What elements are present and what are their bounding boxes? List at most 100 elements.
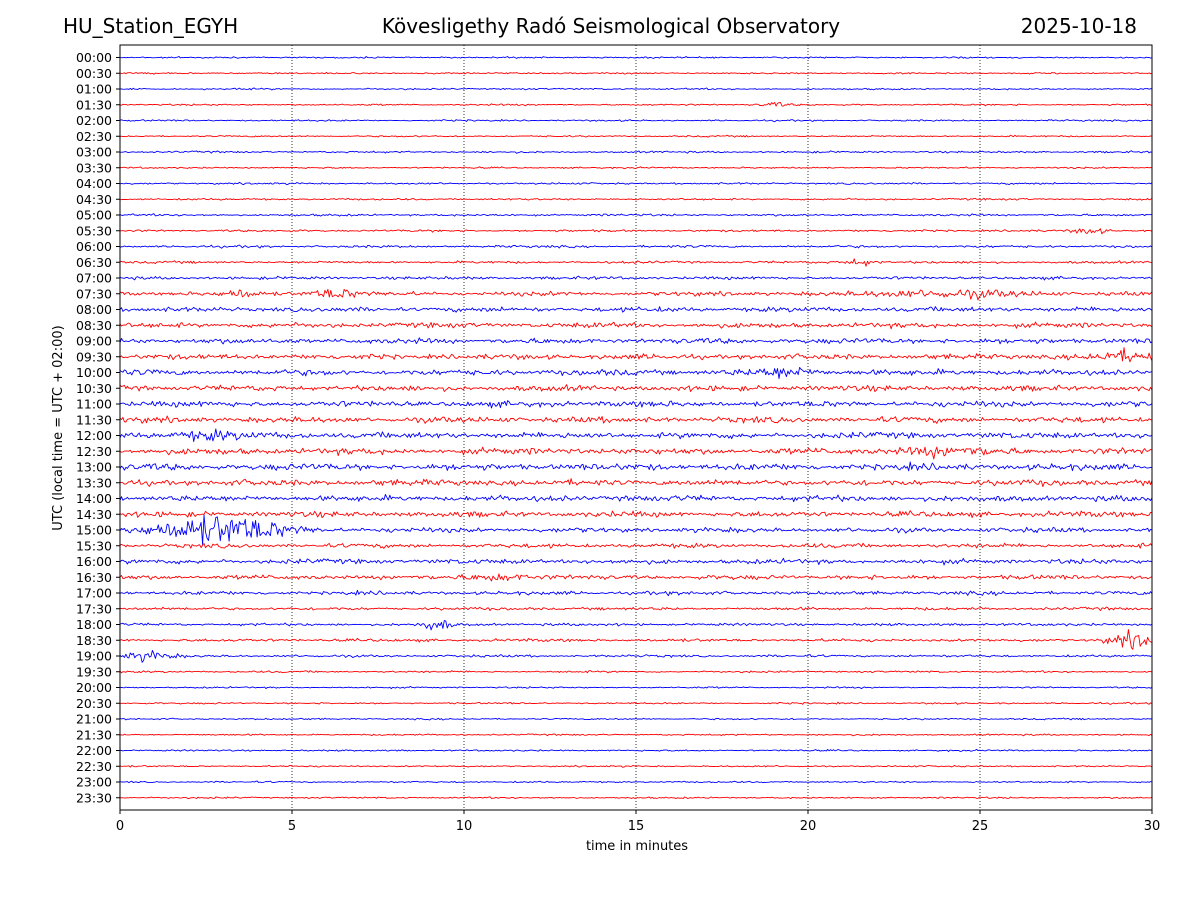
- y-tick-label: 05:00: [76, 208, 112, 223]
- y-tick-label: 11:30: [76, 412, 112, 427]
- y-tick-label: 15:00: [76, 523, 112, 538]
- trace-06-30: [119, 258, 1153, 267]
- y-tick-label: 06:30: [76, 255, 112, 270]
- trace-08-00: [119, 306, 1153, 313]
- trace-04-00: [119, 181, 1153, 186]
- y-tick-label: 11:00: [76, 397, 112, 412]
- y-tick-label: 10:00: [76, 365, 112, 380]
- y-tick-label: 12:00: [76, 428, 112, 443]
- trace-01-30: [119, 101, 1153, 107]
- trace-08-30: [119, 321, 1153, 330]
- y-tick-label: 18:30: [76, 633, 112, 648]
- y-tick-label: 02:00: [76, 113, 112, 128]
- trace-12-00: [119, 428, 1153, 442]
- x-tick-label: 10: [456, 819, 473, 834]
- y-tick-label: 22:00: [76, 743, 112, 758]
- trace-05-30: [120, 228, 1153, 235]
- y-tick-label: 03:00: [76, 145, 112, 160]
- trace-18-00: [119, 620, 1153, 631]
- y-tick-label: 16:00: [76, 554, 112, 569]
- seismic-traces: [119, 56, 1153, 800]
- trace-03-00: [119, 150, 1153, 154]
- y-tick-label: 21:30: [76, 727, 112, 742]
- trace-17-00: [119, 589, 1153, 597]
- y-tick-label: 15:30: [76, 538, 112, 553]
- y-tick-label: 18:00: [76, 617, 112, 632]
- trace-19-30: [119, 670, 1153, 674]
- trace-18-30: [119, 629, 1153, 650]
- trace-04-30: [119, 197, 1153, 201]
- x-tick-label: 20: [800, 819, 817, 834]
- y-tick-label: 02:30: [76, 129, 112, 144]
- x-tick-label: 15: [628, 819, 645, 834]
- trace-09-30: [119, 347, 1153, 363]
- station-title: HU_Station_EGYH: [63, 14, 239, 38]
- trace-13-30: [119, 478, 1153, 488]
- y-tick-label: 03:30: [76, 160, 112, 175]
- trace-21-00: [119, 717, 1153, 721]
- trace-02-00: [119, 118, 1152, 123]
- date-title: 2025-10-18: [1020, 14, 1137, 38]
- trace-06-00: [119, 244, 1153, 249]
- y-tick-label: 19:30: [76, 664, 112, 679]
- x-tick-label: 5: [288, 819, 296, 834]
- y-tick-label: 06:00: [76, 239, 112, 254]
- trace-05-00: [119, 213, 1153, 217]
- x-axis-ticks: 0 5 10 15 20 25 30: [116, 810, 1160, 834]
- trace-15-00: [119, 514, 1153, 546]
- y-tick-label: 01:00: [76, 82, 112, 97]
- trace-12-30: [119, 446, 1153, 460]
- trace-11-30: [119, 415, 1153, 424]
- y-tick-label: 12:30: [76, 444, 112, 459]
- y-tick-label: 09:30: [76, 349, 112, 364]
- y-axis-ticks: 00:0000:3001:0001:3002:0002:3003:0003:30…: [76, 50, 120, 805]
- grid-lines: [291, 45, 981, 810]
- trace-19-00: [119, 649, 1153, 663]
- trace-07-00: [119, 275, 1153, 281]
- y-tick-label: 21:00: [76, 712, 112, 727]
- x-tick-label: 25: [972, 819, 989, 834]
- y-tick-label: 08:00: [76, 302, 112, 317]
- trace-11-00: [119, 400, 1153, 409]
- trace-23-00: [119, 780, 1153, 784]
- x-tick-label: 30: [1144, 819, 1161, 834]
- trace-23-30: [119, 796, 1153, 800]
- trace-00-30: [119, 71, 1153, 75]
- trace-13-00: [119, 461, 1153, 472]
- trace-22-30: [119, 764, 1153, 768]
- trace-21-30: [119, 733, 1153, 737]
- trace-20-30: [119, 701, 1153, 705]
- y-tick-label: 20:00: [76, 680, 112, 695]
- trace-09-00: [119, 337, 1153, 345]
- trace-01-00: [119, 87, 1153, 91]
- y-axis-label: UTC (local time = UTC + 02:00): [51, 325, 66, 530]
- y-tick-label: 01:30: [76, 97, 112, 112]
- trace-14-00: [119, 494, 1153, 503]
- y-tick-label: 10:30: [76, 381, 112, 396]
- y-tick-label: 05:30: [76, 223, 112, 238]
- y-tick-label: 04:30: [76, 192, 112, 207]
- y-tick-label: 09:00: [76, 334, 112, 349]
- trace-20-00: [119, 685, 1153, 690]
- trace-07-30: [119, 288, 1153, 301]
- y-tick-label: 17:00: [76, 586, 112, 601]
- y-tick-label: 19:00: [76, 649, 112, 664]
- y-tick-label: 22:30: [76, 759, 112, 774]
- trace-03-30: [119, 166, 1153, 170]
- y-tick-label: 13:30: [76, 475, 112, 490]
- trace-16-30: [119, 573, 1153, 582]
- trace-15-30: [119, 542, 1153, 549]
- trace-02-30: [119, 134, 1153, 138]
- observatory-title: Kövesligethy Radó Seismological Observat…: [381, 14, 841, 38]
- trace-10-30: [119, 384, 1153, 392]
- trace-22-00: [119, 748, 1153, 752]
- y-tick-label: 07:30: [76, 286, 112, 301]
- y-tick-label: 07:00: [76, 271, 112, 286]
- y-tick-label: 20:30: [76, 696, 112, 711]
- y-tick-label: 00:30: [76, 66, 112, 81]
- y-tick-label: 16:30: [76, 570, 112, 585]
- y-tick-label: 08:30: [76, 318, 112, 333]
- y-tick-label: 23:30: [76, 790, 112, 805]
- y-tick-label: 04:00: [76, 176, 112, 191]
